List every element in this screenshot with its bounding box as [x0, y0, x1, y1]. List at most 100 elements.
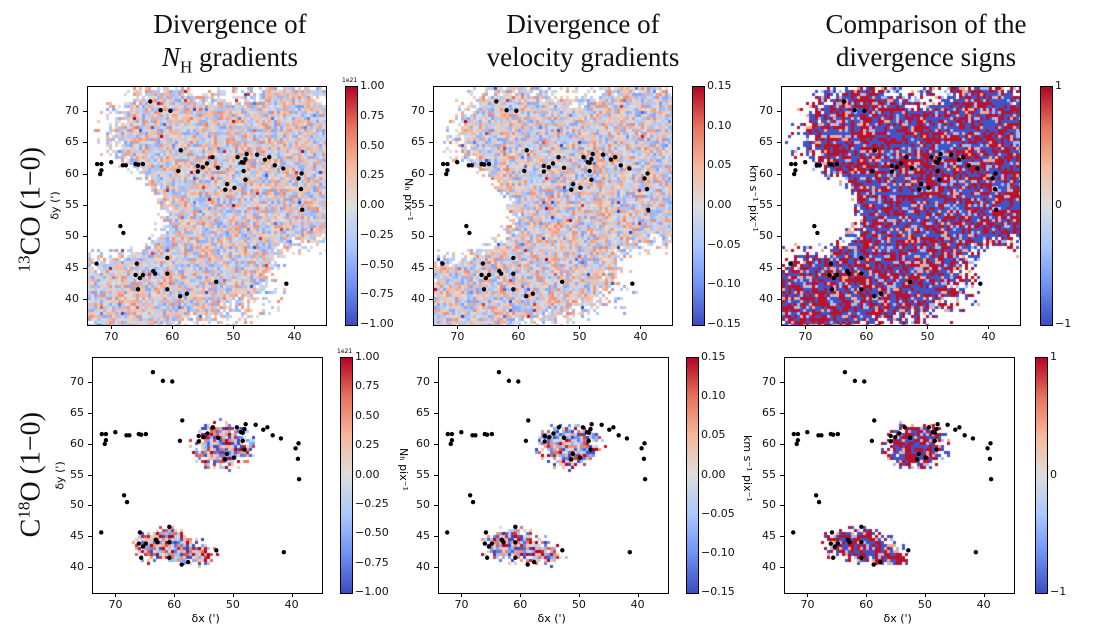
row-text: O (1−0) — [15, 411, 47, 502]
core-marker — [470, 499, 476, 505]
core-marker — [138, 555, 144, 560]
x-tick-mark — [866, 593, 868, 597]
core-marker — [98, 171, 103, 177]
core-marker — [802, 159, 808, 165]
y-tick-label: 45 — [70, 529, 84, 543]
core-marker — [201, 434, 206, 440]
core-marker — [120, 163, 125, 168]
y-tick-label: 70 — [70, 374, 84, 388]
colorbar — [1035, 357, 1048, 594]
core-marker — [581, 154, 586, 160]
core-marker — [242, 447, 247, 452]
colorbar-tick-label: −0.15 — [701, 585, 735, 598]
core-marker — [547, 434, 552, 440]
core-marker — [210, 425, 215, 430]
core-marker — [168, 108, 173, 113]
core-marker — [589, 421, 594, 427]
core-marker — [988, 477, 994, 482]
y-tick-label: 55 — [416, 467, 430, 481]
y-tick-mark — [83, 205, 87, 206]
core-marker — [914, 457, 920, 462]
core-marker — [467, 230, 472, 236]
x-tick-mark — [518, 325, 520, 329]
core-marker — [644, 186, 650, 192]
x-tick-mark — [640, 325, 642, 329]
core-marker — [121, 493, 127, 498]
core-marker — [966, 163, 971, 168]
core-marker — [847, 540, 852, 545]
core-marker — [298, 186, 304, 192]
core-marker — [568, 457, 574, 462]
core-marker — [956, 157, 962, 162]
core-marker — [281, 549, 287, 555]
core-marker — [859, 540, 864, 545]
core-marker — [466, 163, 471, 168]
core-marker — [486, 544, 492, 549]
core-marker — [830, 432, 836, 437]
core-marker — [932, 438, 937, 444]
core-marker — [852, 107, 857, 113]
colorbar-tick-label: −0.50 — [360, 257, 394, 271]
core-marker — [195, 169, 201, 174]
core-marker — [501, 540, 506, 545]
core-marker — [869, 438, 875, 444]
core-marker — [556, 154, 561, 160]
core-marker — [445, 168, 450, 173]
x-tick-label: 60 — [167, 598, 182, 611]
col-title-velocity: Divergence of velocity gradients — [433, 8, 733, 74]
core-marker — [511, 287, 516, 292]
y-tick-label: 65 — [416, 405, 430, 419]
core-marker — [590, 151, 595, 157]
y-tick-label: 60 — [762, 436, 776, 450]
core-marker — [611, 425, 616, 430]
x-tick-label: 60 — [165, 330, 180, 343]
core-marker — [893, 434, 898, 440]
core-marker — [788, 161, 794, 167]
core-marker — [577, 455, 583, 460]
core-marker — [871, 562, 876, 567]
x-tick-mark — [291, 593, 293, 597]
colorbar-tick-label: 0.50 — [355, 408, 380, 422]
core-marker — [525, 562, 530, 567]
core-marker — [524, 148, 529, 153]
core-marker — [243, 156, 248, 162]
title-line: velocity gradients — [486, 42, 680, 72]
core-marker — [511, 255, 516, 261]
core-marker — [586, 430, 591, 436]
y-tick-mark — [777, 142, 781, 144]
colorbar-tick-label: −0.25 — [360, 227, 394, 241]
x-tick-label: 60 — [511, 330, 526, 343]
core-marker — [570, 181, 576, 187]
core-marker — [990, 176, 995, 181]
y-tick-label: 55 — [70, 467, 84, 481]
core-marker — [627, 166, 632, 171]
core-marker — [872, 148, 877, 153]
y-tick-label: 50 — [70, 498, 84, 512]
x-tick-label: 70 — [800, 598, 815, 611]
y-tick-label: 40 — [762, 560, 776, 574]
core-marker — [516, 379, 521, 384]
colorbar-tick-label: 1 — [1050, 350, 1057, 363]
core-marker — [859, 524, 864, 530]
core-marker — [440, 261, 445, 266]
core-marker — [167, 540, 172, 545]
row-label-c18o: C18O (1−0) — [8, 375, 47, 575]
row-text: CO (1−0) — [15, 146, 47, 256]
core-marker — [616, 433, 621, 438]
core-marker — [296, 176, 301, 181]
y-tick-mark — [429, 267, 433, 269]
core-marker — [923, 455, 929, 460]
x-axis-label: δx (') — [537, 612, 566, 625]
core-marker — [113, 430, 118, 435]
core-marker — [618, 163, 623, 168]
core-marker — [214, 548, 219, 553]
core-marker — [242, 426, 247, 432]
core-marker — [486, 161, 492, 167]
x-tick-label: 50 — [920, 330, 935, 343]
core-marker — [819, 433, 824, 438]
core-marker — [935, 160, 940, 165]
core-marker — [561, 165, 567, 170]
x-tick-mark — [805, 325, 807, 329]
core-marker — [506, 378, 512, 384]
colorbar-tick-label: −0.75 — [355, 555, 389, 569]
